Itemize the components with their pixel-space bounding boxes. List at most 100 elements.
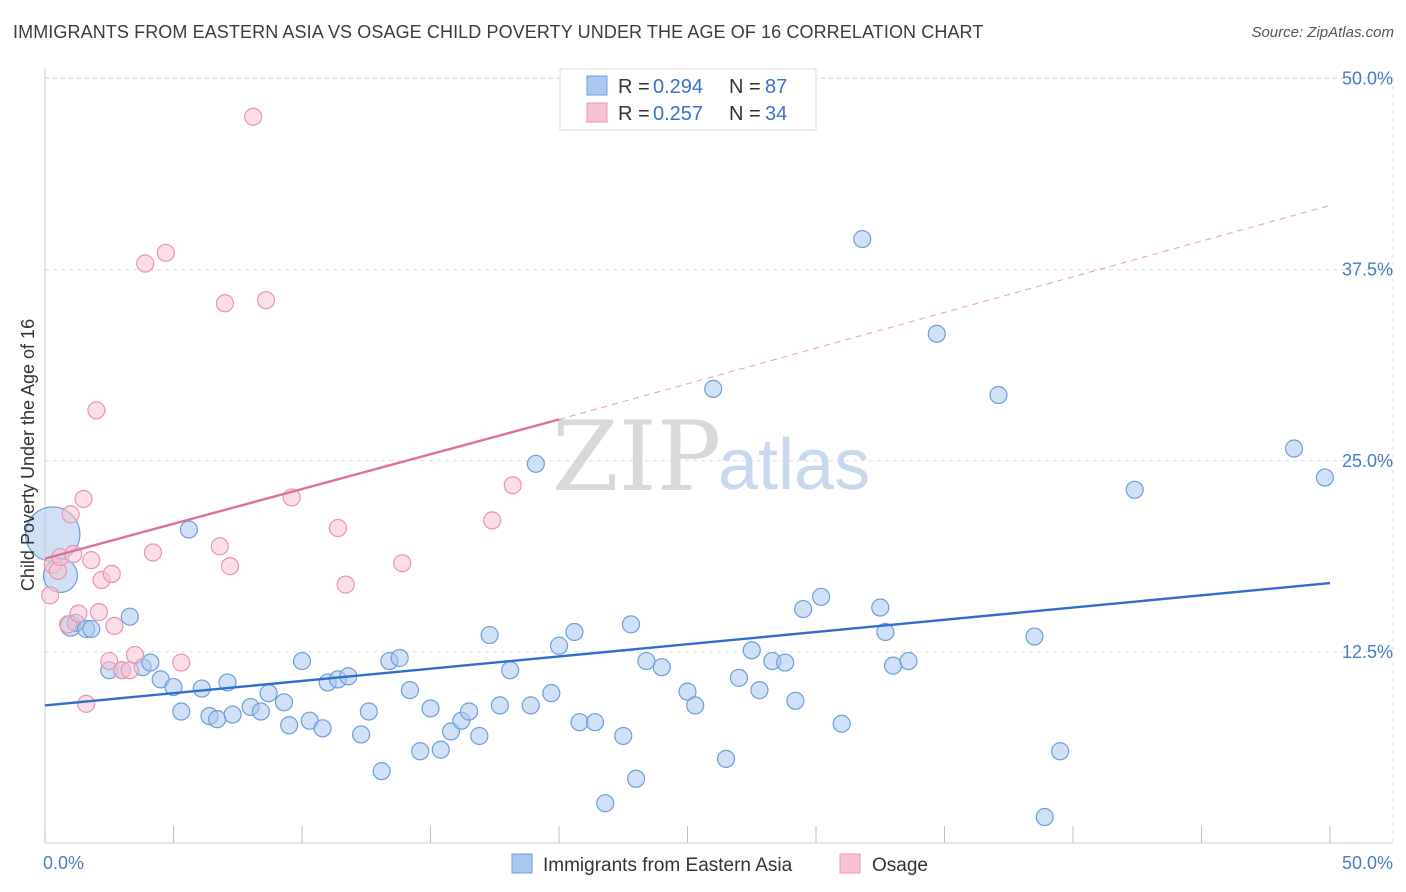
point-osage xyxy=(125,645,145,665)
point-eastern-asia xyxy=(549,636,569,655)
point-eastern-asia xyxy=(542,684,561,703)
point-eastern-asia xyxy=(704,379,723,398)
point-eastern-asia xyxy=(570,713,589,732)
point-eastern-asia xyxy=(750,680,769,700)
point-eastern-asia xyxy=(359,702,378,721)
point-eastern-asia xyxy=(876,622,895,642)
watermark-zip: ZIP xyxy=(552,401,721,513)
legend-row-1: R = 0.294 N = 87 xyxy=(618,76,787,98)
point-eastern-asia xyxy=(1315,468,1334,487)
trend-line-osage xyxy=(44,418,560,560)
x-tick-label: 50.0% xyxy=(1342,853,1393,873)
point-osage xyxy=(120,661,139,680)
point-eastern-asia xyxy=(480,625,499,645)
legend-r-value: 0.294 xyxy=(653,76,703,98)
trend-line-eastern-asia xyxy=(44,581,1331,707)
point-eastern-asia xyxy=(614,726,633,746)
watermark: ZIP atlas xyxy=(552,401,870,513)
point-eastern-asia xyxy=(626,769,646,788)
point-osage xyxy=(69,604,88,623)
point-eastern-asia xyxy=(596,794,615,813)
point-osage xyxy=(256,291,276,310)
point-eastern-asia xyxy=(526,454,545,473)
point-eastern-asia xyxy=(678,682,697,701)
point-eastern-asia xyxy=(223,705,242,724)
legend-r-label: R = xyxy=(618,103,655,125)
point-osage xyxy=(215,294,234,313)
y-tick-label: 50.0% xyxy=(1342,69,1393,89)
bottom-legend: Immigrants from Eastern Asia Osage xyxy=(511,853,928,876)
point-osage xyxy=(61,505,80,524)
legend-swatch-pink xyxy=(586,102,608,123)
point-osage xyxy=(393,554,412,573)
point-osage xyxy=(105,616,124,635)
y-tick-label: 25.0% xyxy=(1342,451,1393,471)
point-eastern-asia xyxy=(251,702,270,721)
point-eastern-asia xyxy=(716,749,736,769)
point-eastern-asia xyxy=(259,684,278,703)
point-osage xyxy=(136,254,155,273)
point-eastern-asia xyxy=(989,385,1008,405)
point-osage xyxy=(244,107,263,126)
point-eastern-asia xyxy=(883,656,903,675)
legend-r-label: R = xyxy=(618,76,655,98)
bottom-legend-swatch-blue xyxy=(511,853,533,874)
point-eastern-asia xyxy=(1125,480,1144,499)
point-eastern-asia xyxy=(431,740,450,759)
point-osage xyxy=(210,537,229,556)
point-osage xyxy=(328,518,348,538)
point-osage xyxy=(102,564,121,583)
point-eastern-asia xyxy=(421,699,440,718)
point-eastern-asia xyxy=(192,679,211,698)
point-eastern-asia xyxy=(927,324,946,343)
point-eastern-asia xyxy=(400,680,420,700)
point-eastern-asia xyxy=(208,710,227,729)
y-tick-label: 12.5% xyxy=(1342,642,1393,662)
point-osage xyxy=(74,489,93,509)
point-eastern-asia xyxy=(411,742,430,761)
point-eastern-asia xyxy=(390,648,409,668)
point-osage xyxy=(87,401,106,420)
point-eastern-asia xyxy=(501,661,520,680)
point-eastern-asia xyxy=(179,520,199,539)
tick-label-layer: 12.5% 25.0% 37.5% 50.0% 0.0% 50.0% xyxy=(43,69,1393,874)
point-eastern-asia xyxy=(812,587,831,606)
point-osage xyxy=(483,511,502,530)
point-eastern-asia xyxy=(313,719,332,738)
trend-layer xyxy=(44,204,1331,707)
point-osage xyxy=(172,653,191,672)
point-eastern-asia xyxy=(292,651,312,671)
axis-layer xyxy=(44,68,1393,844)
points-layer xyxy=(24,107,1334,827)
point-eastern-asia xyxy=(1035,807,1054,827)
point-eastern-asia xyxy=(459,702,479,721)
point-eastern-asia xyxy=(490,696,509,715)
point-eastern-asia xyxy=(565,622,584,642)
top-legend: R = 0.294 N = 87 R = 0.257 N = 34 xyxy=(559,68,817,131)
point-eastern-asia xyxy=(521,696,540,715)
point-eastern-asia xyxy=(172,702,191,721)
point-eastern-asia xyxy=(585,713,605,732)
point-eastern-asia xyxy=(871,598,890,617)
trend-line-osage-extension xyxy=(558,204,1331,420)
point-eastern-asia xyxy=(853,229,872,249)
legend-n-value: 87 xyxy=(765,76,787,98)
point-eastern-asia xyxy=(686,696,705,715)
point-osage xyxy=(503,476,522,495)
point-eastern-asia xyxy=(82,619,101,639)
y-tick-label: 37.5% xyxy=(1342,260,1393,280)
point-osage xyxy=(89,603,109,622)
x-tick-label: 0.0% xyxy=(43,853,84,873)
point-eastern-asia xyxy=(621,615,641,634)
legend-r-value: 0.257 xyxy=(653,103,703,125)
watermark-atlas: atlas xyxy=(718,425,870,505)
chart-source: Source: ZipAtlas.com xyxy=(1251,24,1394,41)
point-eastern-asia xyxy=(742,641,761,660)
point-eastern-asia xyxy=(141,653,160,672)
point-osage xyxy=(220,557,240,576)
point-eastern-asia xyxy=(832,714,851,733)
point-eastern-asia xyxy=(164,677,183,697)
point-osage xyxy=(77,694,96,713)
bottom-legend-label-pink: Osage xyxy=(872,855,928,876)
point-osage xyxy=(82,551,101,570)
